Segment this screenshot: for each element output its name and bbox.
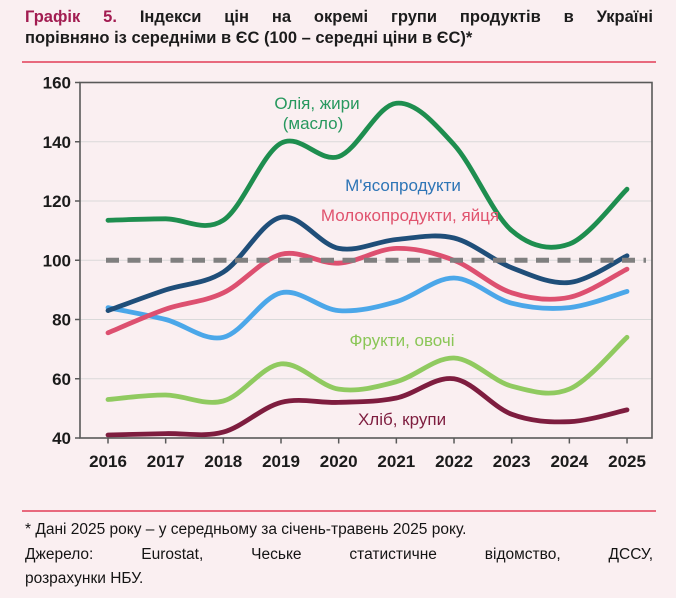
series-line-bread-cereals [105,376,630,438]
footnote-line1: * Дані 2025 року – у середньому за січен… [25,521,467,538]
chart-title-line1: Графік 5. Індекси цін на окремі групи пр… [25,7,653,28]
chart-number: Графік 5. [25,8,117,26]
divider-bottom [22,510,656,512]
series-lines-group [105,100,630,438]
series-labels-group: Олія, жири (масло) М'ясопродукти Молокопр… [274,94,499,429]
series-line-dairy-eggs [105,245,630,336]
plot-border [79,81,653,439]
y-tick-label-160: 160 [43,74,71,93]
y-tick-label-80: 80 [52,311,71,330]
footnote: * Дані 2025 року – у середньому за січен… [25,518,653,592]
series-line-fruits-vegetables [105,334,630,405]
y-tick-label-60: 60 [52,370,71,389]
chart-title-line2: порівняно із середніми в ЄС (100 – серед… [25,29,473,47]
x-tick-label-2025: 2025 [608,452,646,471]
series-label-oil-fats: Олія, жири (масло) [274,94,359,133]
series-line-light-blue-unlabeled [105,275,630,341]
x-tick-label-2023: 2023 [493,452,531,471]
y-tick-label-140: 140 [43,133,71,152]
chart-title: Графік 5. Індекси цін на окремі групи пр… [25,7,653,49]
series-label-bread-cereals: Хліб, крупи [358,410,446,429]
series-label-oil-fats-line2: (масло) [283,114,344,133]
divider-top [22,61,656,63]
axes-group: 40 60 80 100 120 140 160 2016 2017 2018 2019 2020 20… [43,74,653,471]
series-label-dairy-eggs: Молокопродукти, яйця [321,206,499,225]
series-label-fruits-vegetables: Фрукти, овочі [349,331,454,350]
footnote-line3: розрахунки НБУ. [25,570,144,587]
chart-title-text: Індекси цін на окремі групи продуктів в … [139,8,653,26]
y-tick-label-40: 40 [52,429,71,448]
x-tick-label-2020: 2020 [320,452,358,471]
x-tick-label-2019: 2019 [262,452,300,471]
footnote-line2: Джерело: Eurostat, Чеське статистичне ві… [25,545,653,563]
x-tick-label-2021: 2021 [377,452,415,471]
series-line-meat-products [105,214,630,313]
y-tick-label-100: 100 [43,251,71,270]
series-line-oil-fats-butter [105,100,630,250]
series-label-oil-fats-line1: Олія, жири [274,94,359,113]
y-tick-label-120: 120 [43,192,71,211]
x-tick-label-2017: 2017 [147,452,185,471]
x-tick-label-2024: 2024 [550,452,588,471]
x-tick-label-2022: 2022 [435,452,473,471]
x-tick-label-2016: 2016 [89,452,127,471]
series-label-meat-products: М'ясопродукти [345,176,461,195]
x-tick-label-2018: 2018 [204,452,242,471]
